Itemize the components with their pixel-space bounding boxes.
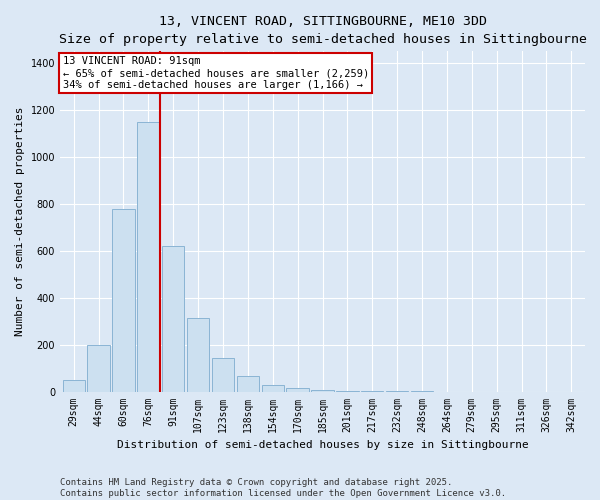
Bar xyxy=(187,318,209,392)
Text: 13 VINCENT ROAD: 91sqm
← 65% of semi-detached houses are smaller (2,259)
34% of : 13 VINCENT ROAD: 91sqm ← 65% of semi-det… xyxy=(62,56,369,90)
Bar xyxy=(162,246,184,392)
Bar xyxy=(112,208,134,392)
Title: 13, VINCENT ROAD, SITTINGBOURNE, ME10 3DD
Size of property relative to semi-deta: 13, VINCENT ROAD, SITTINGBOURNE, ME10 3D… xyxy=(59,15,587,46)
Bar xyxy=(286,388,309,392)
Bar xyxy=(88,344,110,392)
Text: Contains HM Land Registry data © Crown copyright and database right 2025.
Contai: Contains HM Land Registry data © Crown c… xyxy=(60,478,506,498)
Y-axis label: Number of semi-detached properties: Number of semi-detached properties xyxy=(15,106,25,336)
Bar xyxy=(62,380,85,392)
Bar xyxy=(236,376,259,392)
X-axis label: Distribution of semi-detached houses by size in Sittingbourne: Distribution of semi-detached houses by … xyxy=(116,440,529,450)
Bar xyxy=(336,391,359,392)
Bar xyxy=(311,390,334,392)
Bar xyxy=(212,358,234,392)
Bar xyxy=(137,122,160,392)
Bar xyxy=(262,384,284,392)
